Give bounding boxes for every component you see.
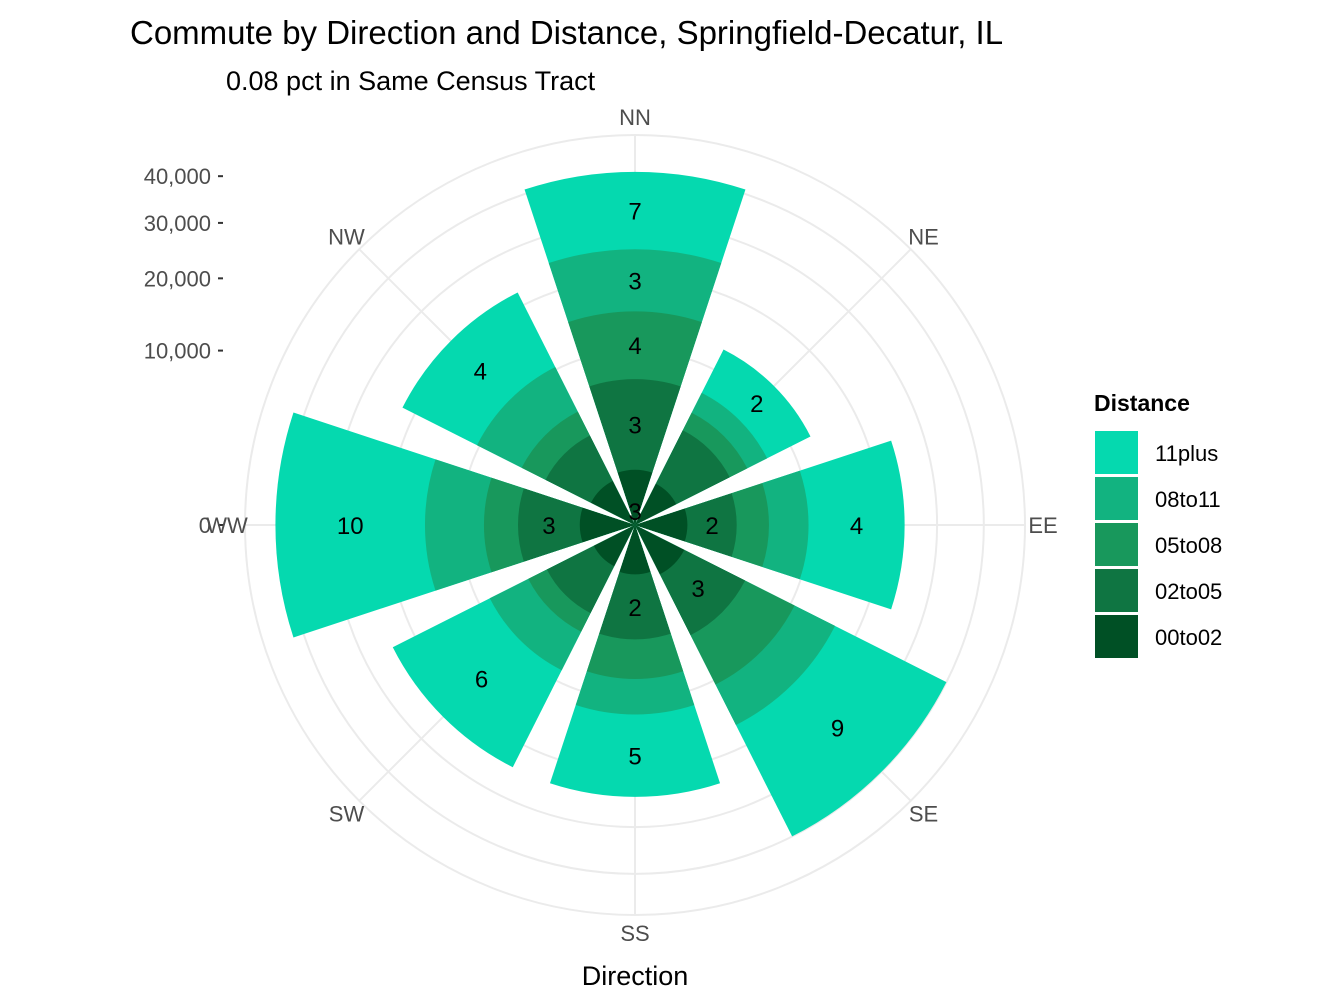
chart-subtitle: 0.08 pct in Same Census Tract xyxy=(226,66,596,96)
segment-label-SE-11plus: 9 xyxy=(831,716,844,743)
direction-label-WW: WW xyxy=(206,513,248,538)
legend-title: Distance xyxy=(1094,390,1190,416)
segment-label-NW-11plus: 4 xyxy=(474,358,487,385)
legend: Distance 11plus 08to11 05to08 02to05 00to02 xyxy=(1094,390,1222,658)
legend-label-08to11: 08to11 xyxy=(1155,487,1221,512)
x-axis-title: Direction xyxy=(582,961,689,991)
chart-title: Commute by Direction and Distance, Sprin… xyxy=(130,14,1003,51)
wedge-SS-00to02 xyxy=(619,525,651,575)
y-tick-label: 20,000 xyxy=(144,266,211,291)
legend-key-00to02 xyxy=(1095,615,1138,658)
direction-labels: NN NE EE SE SS SW WW NW xyxy=(206,105,1057,946)
legend-label-05to08: 05to08 xyxy=(1155,533,1222,558)
wedge-NN-00to02 xyxy=(617,469,653,525)
segment-label-SW-11plus: 6 xyxy=(475,666,488,693)
segment-label-NN-02to05: 3 xyxy=(628,412,641,439)
wedge-WW-02to05 xyxy=(518,488,635,562)
segment-label-EE-11plus: 4 xyxy=(850,513,863,540)
legend-key-05to08 xyxy=(1095,523,1138,566)
legend-label-11plus: 11plus xyxy=(1155,441,1218,466)
wedge-WW-00to02 xyxy=(579,507,635,543)
direction-label-EE: EE xyxy=(1028,513,1057,538)
direction-label-SS: SS xyxy=(620,921,649,946)
direction-label-NW: NW xyxy=(328,225,365,250)
stacked-wedges xyxy=(275,171,947,837)
segment-label-NE-11plus: 2 xyxy=(750,391,763,418)
segment-label-EE-02to05: 2 xyxy=(705,513,718,540)
segment-label-WW-11plus: 10 xyxy=(337,513,364,540)
y-tick-label: 40,000 xyxy=(144,164,211,189)
wedge-EE-00to02 xyxy=(635,508,688,542)
center-label: 3 xyxy=(628,499,641,526)
wedge-NW-00to02 xyxy=(590,480,635,525)
segment-label-WW-02to05: 3 xyxy=(542,513,555,540)
radial-axis: 0 10,000 20,000 30,000 40,000 xyxy=(144,164,223,538)
legend-label-00to02: 00to02 xyxy=(1155,625,1222,650)
legend-key-08to11 xyxy=(1095,477,1138,520)
legend-key-11plus xyxy=(1095,431,1138,474)
segment-labels: 3 2 3 2 3 4 3 7 2 4 9 5 6 10 4 3 xyxy=(337,199,863,771)
y-tick-label: 30,000 xyxy=(144,211,211,236)
segment-label-SS-02to05: 2 xyxy=(628,595,641,622)
direction-label-NE: NE xyxy=(908,225,939,250)
segment-label-NN-11plus: 7 xyxy=(628,199,641,226)
wedge-SE-00to02 xyxy=(635,525,685,575)
y-tick-label: 10,000 xyxy=(144,339,211,364)
direction-label-SW: SW xyxy=(329,801,365,826)
segment-label-SS-11plus: 5 xyxy=(628,744,641,771)
wedge-SS-02to05 xyxy=(599,525,671,640)
segment-label-NN-08to11: 3 xyxy=(628,268,641,295)
segment-label-SE-02to05: 3 xyxy=(691,576,704,603)
legend-key-02to05 xyxy=(1095,569,1138,612)
direction-label-NN: NN xyxy=(619,105,651,130)
wedge-NN-02to05 xyxy=(589,379,681,525)
y-tick-label: 0 xyxy=(199,513,211,538)
wedge-SW-00to02 xyxy=(593,525,635,567)
direction-label-SE: SE xyxy=(909,801,938,826)
wedge-NE-00to02 xyxy=(635,483,677,525)
segment-label-NN-05to08: 4 xyxy=(628,333,641,360)
legend-label-02to05: 02to05 xyxy=(1155,579,1222,604)
